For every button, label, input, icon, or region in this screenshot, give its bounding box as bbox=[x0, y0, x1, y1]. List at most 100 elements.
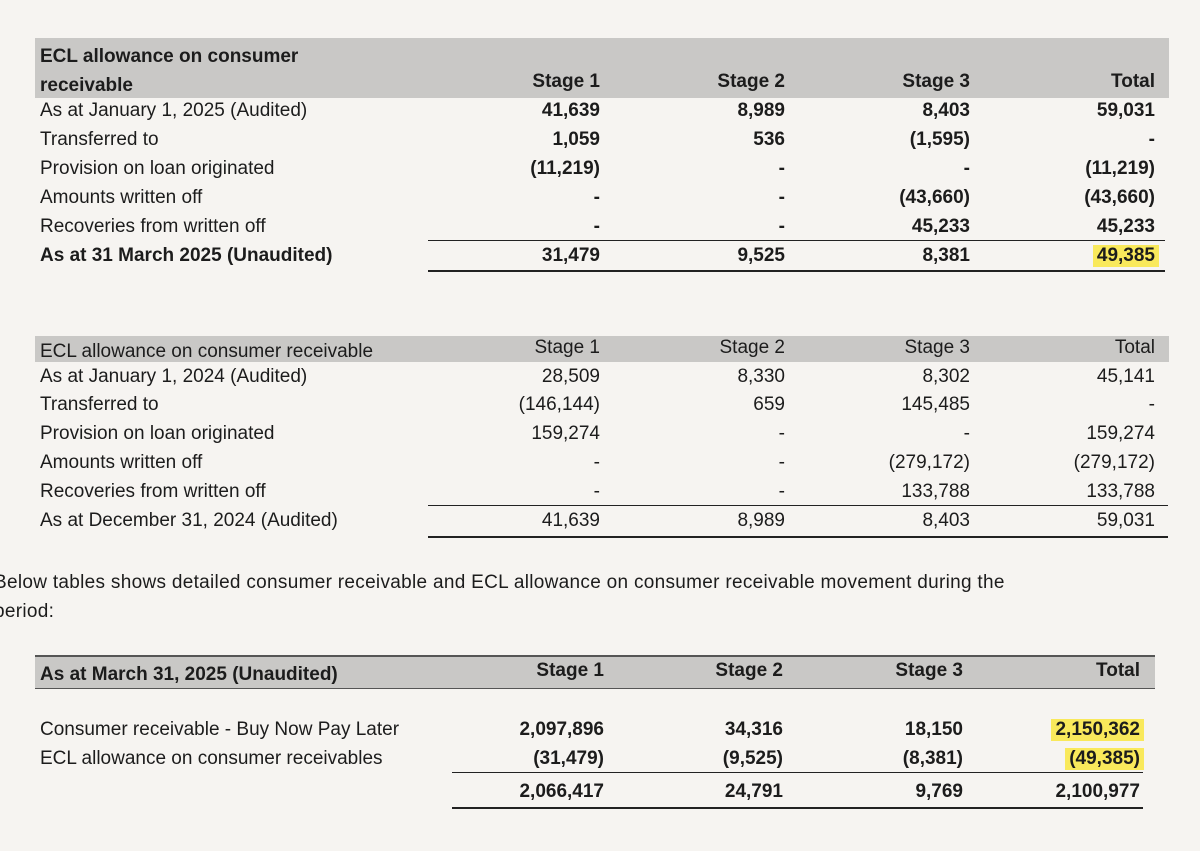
row-label: ECL allowance on consumer receivables bbox=[40, 748, 383, 769]
cell-value: - bbox=[593, 481, 600, 502]
cell-value: 45,233 bbox=[1096, 216, 1155, 237]
cell-value: 8,403 bbox=[922, 510, 970, 531]
cell-value: (49,385) bbox=[1065, 748, 1144, 770]
cell-value: 59,031 bbox=[1096, 100, 1155, 121]
cell-value: - bbox=[778, 452, 785, 473]
cell-value: 34,316 bbox=[724, 719, 783, 740]
rule bbox=[428, 240, 1165, 241]
cell-value: (146,144) bbox=[518, 394, 600, 415]
rule bbox=[452, 772, 1143, 773]
header-cell: Stage 3 bbox=[895, 660, 963, 681]
row-label: Consumer receivable - Buy Now Pay Later bbox=[40, 719, 400, 740]
cell-value: - bbox=[593, 187, 600, 208]
row-label: Amounts written off bbox=[40, 187, 203, 208]
cell-value: 159,274 bbox=[531, 423, 600, 444]
cell-value: 45,233 bbox=[911, 216, 970, 237]
cell-value: 8,989 bbox=[737, 510, 785, 531]
header-cell: Stage 1 bbox=[534, 337, 601, 358]
row-label: Transferred to bbox=[40, 129, 159, 150]
cell-value: - bbox=[963, 423, 970, 444]
cell-value: 41,639 bbox=[541, 100, 600, 121]
header-cell: Total bbox=[1114, 337, 1155, 358]
cell-value: - bbox=[593, 216, 600, 237]
row-label: Recoveries from written off bbox=[40, 216, 266, 237]
row-label: As at January 1, 2024 (Audited) bbox=[40, 366, 308, 387]
cell-value: - bbox=[778, 423, 785, 444]
cell-value: 159,274 bbox=[1086, 423, 1155, 444]
cell-value: 536 bbox=[753, 129, 785, 150]
cell-value: 28,509 bbox=[541, 366, 600, 387]
cell-value: - bbox=[963, 158, 970, 179]
cell-value: 59,031 bbox=[1096, 510, 1155, 531]
cell-value: 9,525 bbox=[737, 245, 785, 266]
cell-value: (11,219) bbox=[1085, 158, 1155, 179]
cell-value: 31,479 bbox=[541, 245, 600, 266]
header-cell: Total bbox=[1111, 71, 1155, 92]
cell-value: 18,150 bbox=[904, 719, 963, 740]
header-label: ECL allowance on consumer receivable bbox=[40, 46, 299, 96]
cell-value: 24,791 bbox=[724, 781, 783, 802]
cell-value: 8,989 bbox=[737, 100, 785, 121]
cell-value: - bbox=[593, 452, 600, 473]
cell-value: - bbox=[1148, 129, 1155, 150]
cell-value: 45,141 bbox=[1096, 366, 1155, 387]
row-label: Provision on loan originated bbox=[40, 423, 275, 444]
rule bbox=[428, 270, 1165, 272]
cell-value: 8,403 bbox=[922, 100, 970, 121]
rule bbox=[428, 505, 1168, 506]
cell-value: 49,385 bbox=[1092, 245, 1159, 267]
cell-value: 2,100,977 bbox=[1055, 781, 1140, 802]
row-label: Transferred to bbox=[40, 394, 159, 415]
header-band bbox=[35, 336, 1169, 362]
header-cell: Stage 3 bbox=[902, 71, 970, 92]
row-label: Recoveries from written off bbox=[40, 481, 266, 502]
header-cell: Stage 3 bbox=[904, 337, 971, 358]
cell-value: 2,097,896 bbox=[519, 719, 604, 740]
cell-value: 9,769 bbox=[915, 781, 963, 802]
row-label: Amounts written off bbox=[40, 452, 203, 473]
row-label: As at 31 March 2025 (Unaudited) bbox=[40, 245, 333, 266]
cell-value: - bbox=[778, 158, 785, 179]
header-label: ECL allowance on consumer receivable bbox=[40, 341, 374, 362]
header-cell: Stage 2 bbox=[717, 71, 785, 92]
cell-value: 8,302 bbox=[922, 366, 970, 387]
header-cell: Total bbox=[1096, 660, 1140, 681]
cell-value: 8,330 bbox=[737, 366, 785, 387]
cell-value: (1,595) bbox=[909, 129, 970, 150]
cell-value: (31,479) bbox=[533, 748, 604, 769]
cell-value: (8,381) bbox=[902, 748, 963, 769]
row-label: As at December 31, 2024 (Audited) bbox=[40, 510, 338, 531]
cell-value: (279,172) bbox=[1073, 452, 1155, 473]
rule bbox=[428, 536, 1168, 538]
cell-value: (43,660) bbox=[1084, 187, 1155, 208]
cell-value: (9,525) bbox=[722, 748, 783, 769]
cell-value: - bbox=[1148, 394, 1155, 415]
header-cell: Stage 1 bbox=[532, 71, 600, 92]
header-cell: Stage 1 bbox=[536, 660, 604, 681]
rule bbox=[452, 807, 1143, 809]
header-cell: Stage 2 bbox=[719, 337, 786, 358]
cell-value: 659 bbox=[753, 394, 785, 415]
row-label: As at January 1, 2025 (Audited) bbox=[40, 100, 308, 121]
cell-value: - bbox=[778, 216, 785, 237]
cell-value: (279,172) bbox=[888, 452, 970, 473]
cell-value: 41,639 bbox=[541, 510, 600, 531]
cell-value: - bbox=[778, 481, 785, 502]
header-label: As at March 31, 2025 (Unaudited) bbox=[40, 664, 338, 685]
cell-value: 2,150,362 bbox=[1051, 719, 1144, 741]
cell-value: 133,788 bbox=[901, 481, 970, 502]
cell-value: 1,059 bbox=[552, 129, 600, 150]
header-band bbox=[35, 38, 1169, 98]
cell-value: 2,066,417 bbox=[519, 781, 604, 802]
paragraph-line: period: bbox=[0, 601, 55, 622]
cell-value: (43,660) bbox=[899, 187, 970, 208]
cell-value: 145,485 bbox=[901, 394, 970, 415]
cell-value: (11,219) bbox=[530, 158, 600, 179]
cell-value: 8,381 bbox=[922, 245, 970, 266]
paragraph-line: Below tables shows detailed consumer rec… bbox=[0, 572, 1005, 593]
cell-value: 133,788 bbox=[1086, 481, 1155, 502]
row-label: Provision on loan originated bbox=[40, 158, 275, 179]
header-band bbox=[35, 655, 1155, 689]
cell-value: - bbox=[778, 187, 785, 208]
